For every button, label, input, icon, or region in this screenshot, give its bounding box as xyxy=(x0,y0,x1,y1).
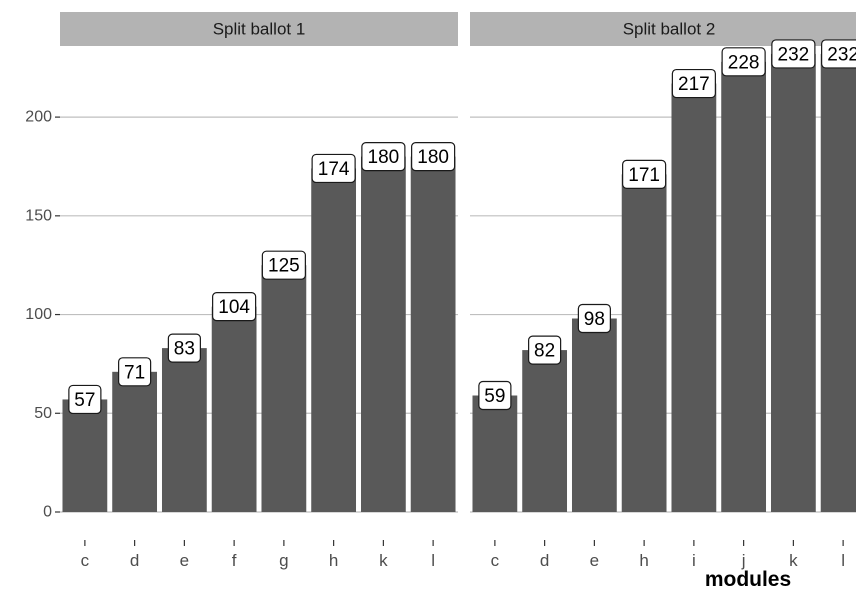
data-label-box xyxy=(528,335,562,365)
bar xyxy=(311,168,357,512)
bar xyxy=(62,399,108,512)
bar xyxy=(621,174,667,512)
x-tick-label: g xyxy=(279,551,288,570)
data-label: 217 xyxy=(678,74,710,95)
x-tick-label: f xyxy=(232,551,237,570)
data-label-box xyxy=(721,47,766,77)
x-tick-label: d xyxy=(130,551,139,570)
facet-strip xyxy=(60,12,458,46)
y-tick-label: 150 xyxy=(25,207,52,224)
bar xyxy=(522,350,568,512)
data-label: 125 xyxy=(268,256,300,277)
panel-content: Split ballot 1 c d e f g h k l 57 71 83 104 125 174 180… xyxy=(60,12,458,570)
y-axis: 0 50 100 150 200 xyxy=(25,109,60,521)
x-tick-label: h xyxy=(329,551,338,570)
x-tick-label: j xyxy=(741,551,746,570)
data-label-box xyxy=(478,380,512,411)
x-tick-label: k xyxy=(379,551,388,570)
data-label-box xyxy=(261,250,306,280)
facet-title: Split ballot 1 xyxy=(213,20,306,39)
data-label: 228 xyxy=(728,52,760,73)
data-label-box xyxy=(167,333,201,363)
data-label: 171 xyxy=(628,165,660,186)
data-label: 104 xyxy=(218,297,250,318)
data-label-box xyxy=(622,159,667,189)
panel-2: Split ballot 2 c d e h i j k l 59 82 98 171 217 228 232… xyxy=(470,12,856,570)
bar xyxy=(820,53,856,513)
x-tick-label: l xyxy=(841,551,845,570)
facet-title: Split ballot 2 xyxy=(623,20,716,39)
x-tick-label: k xyxy=(789,551,798,570)
data-label-box xyxy=(118,357,152,387)
data-label: 98 xyxy=(584,309,605,330)
x-tick-label: e xyxy=(590,551,599,570)
bar xyxy=(721,61,767,512)
data-label-box xyxy=(411,141,456,172)
data-label: 82 xyxy=(534,341,555,362)
data-label: 180 xyxy=(368,147,400,168)
bar xyxy=(671,83,717,512)
data-label-box xyxy=(212,292,257,322)
data-label-box xyxy=(771,39,816,69)
data-label-box xyxy=(311,153,356,184)
x-axis-title: modules xyxy=(705,568,791,589)
x-tick-label: e xyxy=(180,551,189,570)
x-tick-label: c xyxy=(491,551,500,570)
data-label-box xyxy=(68,384,102,415)
bar xyxy=(360,156,406,512)
data-label: 174 xyxy=(318,159,350,180)
x-tick-label: d xyxy=(540,551,549,570)
data-label-box xyxy=(821,39,856,69)
bar xyxy=(770,53,816,513)
x-tick-label: h xyxy=(639,551,648,570)
data-label: 57 xyxy=(74,390,95,411)
y-tick-label: 50 xyxy=(34,405,52,422)
panel-1: Split ballot 1 c d e f g h k l 57 71 83 104 125 174 180… xyxy=(60,12,458,570)
data-label: 232 xyxy=(827,44,856,65)
bar xyxy=(161,348,207,512)
data-label: 83 xyxy=(174,339,195,360)
y-tick-label: 200 xyxy=(25,109,52,126)
bar xyxy=(211,306,257,512)
data-label: 232 xyxy=(778,44,810,65)
x-tick-label: c xyxy=(81,551,90,570)
bar xyxy=(472,395,518,512)
y-tick-label: 100 xyxy=(25,306,52,323)
data-label-box xyxy=(577,303,611,334)
bar xyxy=(112,371,158,512)
bar xyxy=(571,318,617,512)
data-label: 180 xyxy=(417,147,449,168)
panels: Split ballot 1 c d e f g h k l 57 71 83 104 125 174 180… xyxy=(60,12,856,570)
bar xyxy=(261,265,307,512)
data-label-box xyxy=(361,141,406,172)
data-label-box xyxy=(671,68,716,99)
x-tick-label: l xyxy=(431,551,435,570)
panel-content: Split ballot 2 c d e h i j k l 59 82 98 171 217 228 232… xyxy=(470,12,856,570)
data-label: 71 xyxy=(124,362,145,383)
bar xyxy=(410,156,456,512)
y-tick-label: 0 xyxy=(43,504,52,521)
data-label: 59 xyxy=(484,386,505,407)
x-tick-label: i xyxy=(692,551,696,570)
